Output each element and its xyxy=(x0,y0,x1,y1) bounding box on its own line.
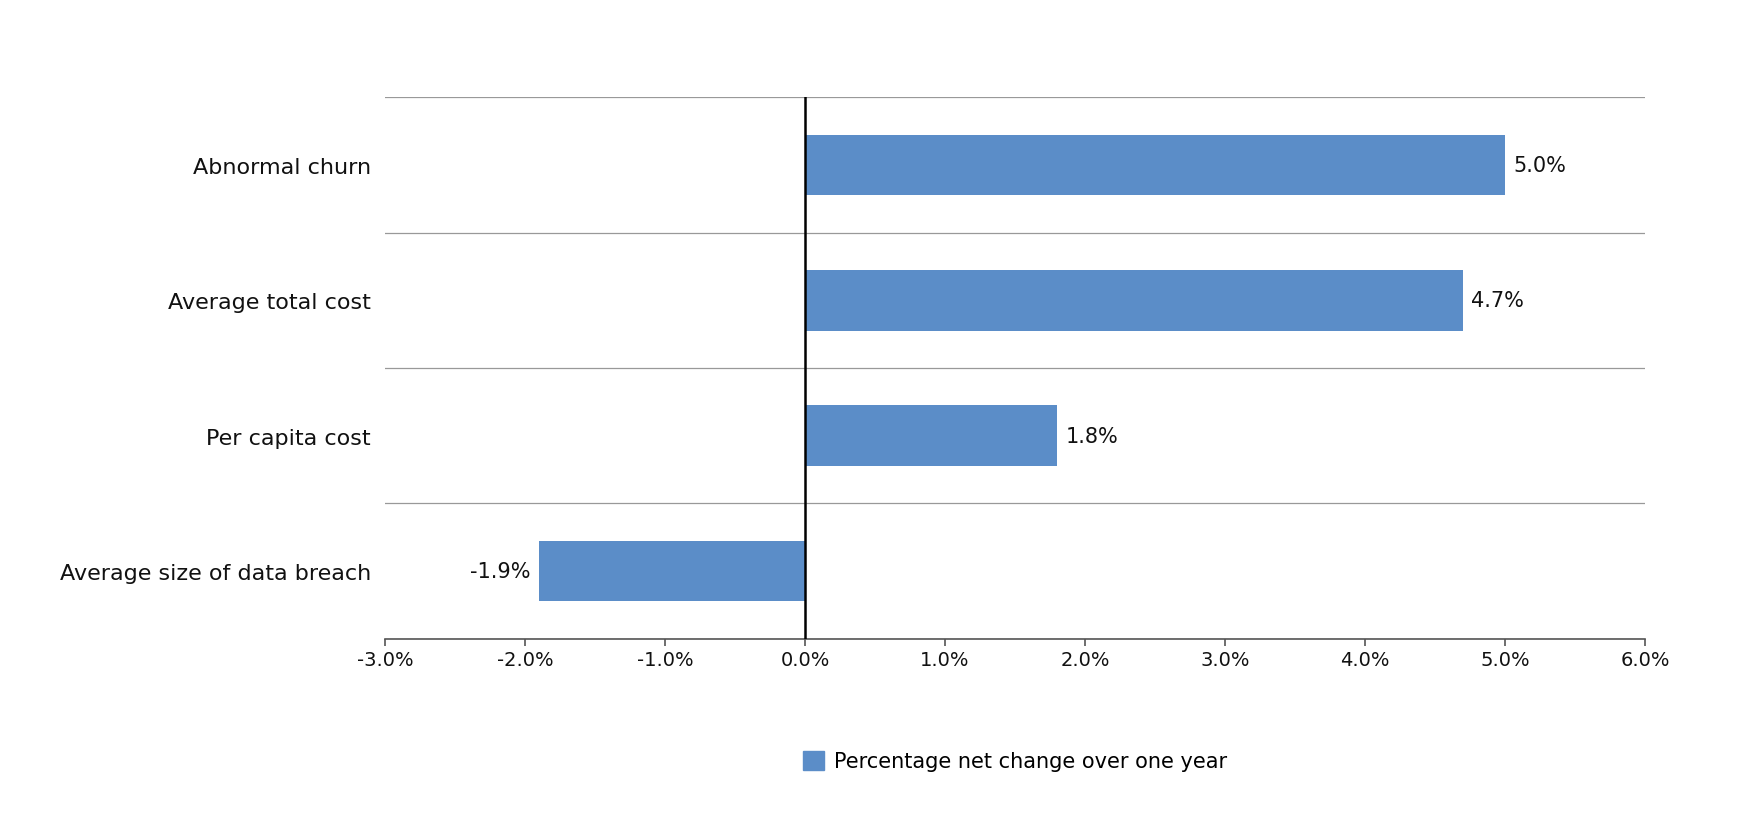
Text: 1.8%: 1.8% xyxy=(1066,426,1118,446)
Bar xyxy=(539,541,805,602)
Text: -1.9%: -1.9% xyxy=(471,561,530,581)
Text: 5.0%: 5.0% xyxy=(1514,156,1566,176)
Bar xyxy=(805,135,1505,197)
Bar xyxy=(805,270,1463,332)
Legend: Percentage net change over one year: Percentage net change over one year xyxy=(794,743,1236,780)
Text: 4.7%: 4.7% xyxy=(1472,291,1524,311)
Bar xyxy=(805,405,1057,467)
